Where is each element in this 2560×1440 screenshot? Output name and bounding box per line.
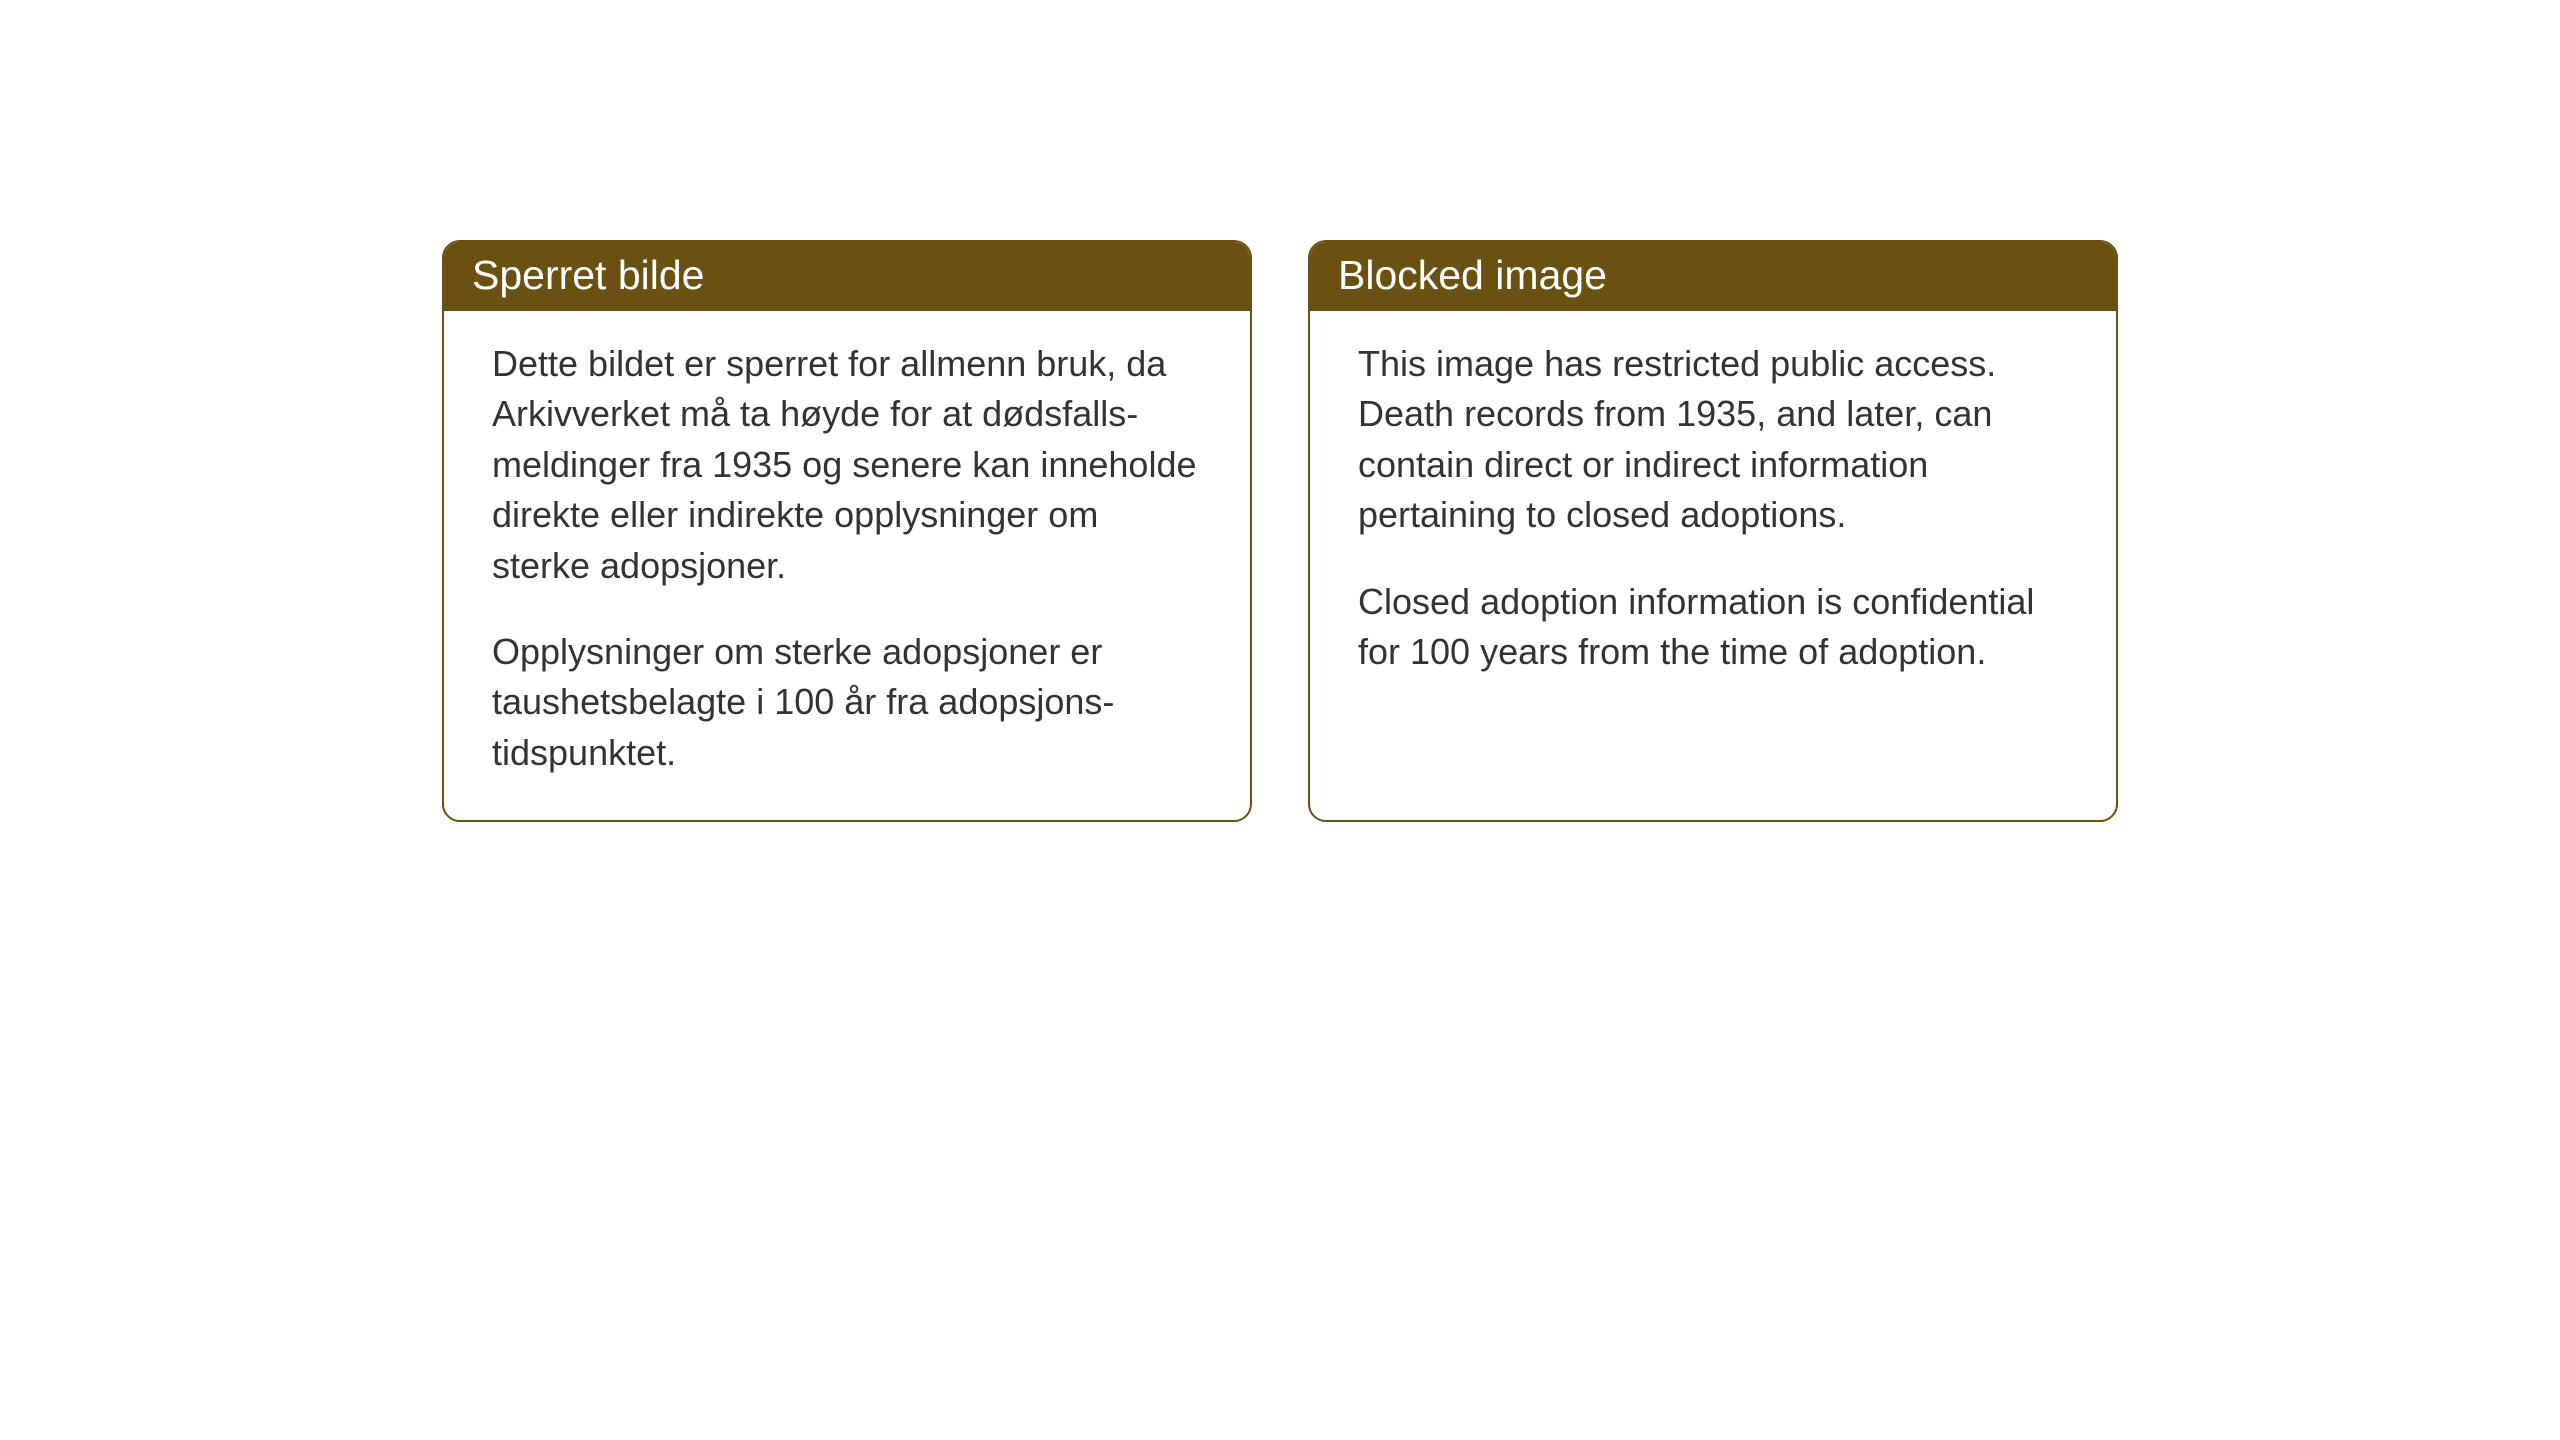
card-english-body: This image has restricted public access.…: [1310, 311, 2116, 719]
card-norwegian-paragraph-1: Dette bildet er sperret for allmenn bruk…: [492, 339, 1202, 591]
card-norwegian-body: Dette bildet er sperret for allmenn bruk…: [444, 311, 1250, 820]
card-english-paragraph-1: This image has restricted public access.…: [1358, 339, 2068, 541]
card-english-header: Blocked image: [1310, 242, 2116, 311]
card-norwegian-header: Sperret bilde: [444, 242, 1250, 311]
card-english: Blocked image This image has restricted …: [1308, 240, 2118, 822]
card-norwegian: Sperret bilde Dette bildet er sperret fo…: [442, 240, 1252, 822]
card-english-paragraph-2: Closed adoption information is confident…: [1358, 577, 2068, 678]
cards-container: Sperret bilde Dette bildet er sperret fo…: [442, 240, 2118, 822]
card-norwegian-paragraph-2: Opplysninger om sterke adopsjoner er tau…: [492, 627, 1202, 778]
